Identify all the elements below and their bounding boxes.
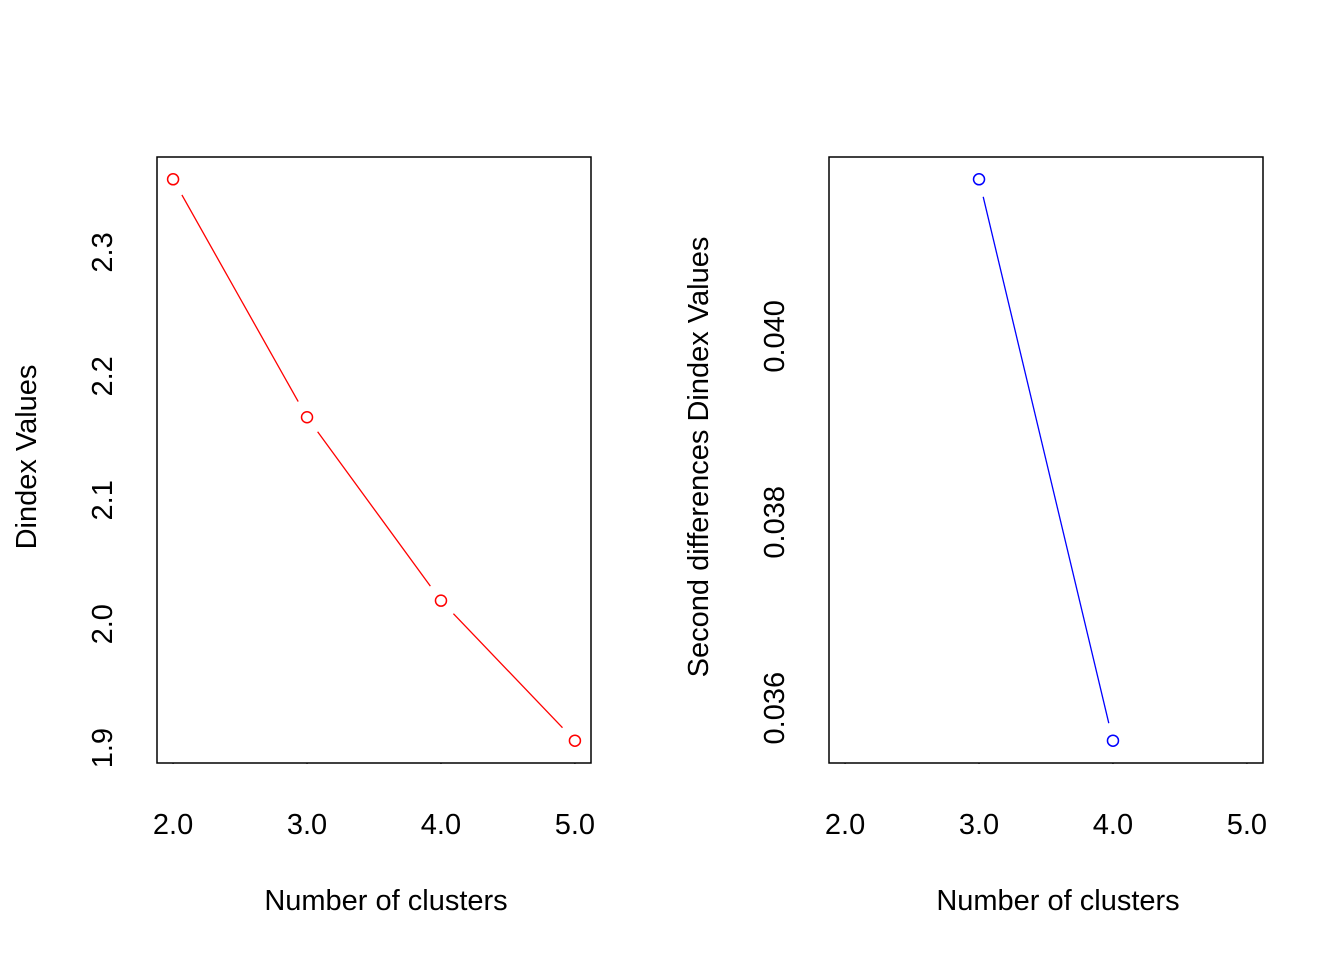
y-tick-label: 0.040 <box>759 300 791 373</box>
plot-frame <box>156 156 592 764</box>
y-tick-label: 0.036 <box>759 672 791 745</box>
data-point <box>166 173 180 186</box>
x-tick-label: 2.0 <box>153 809 193 841</box>
x-tick-label: 5.0 <box>1227 809 1267 841</box>
x-tick-label: 5.0 <box>555 809 595 841</box>
series-segment <box>982 196 1110 724</box>
panel-1: 2.0 3.0 4.0 5.0 1.9 2.0 2.1 2.2 2.3 Number of clu… <box>11 156 595 917</box>
x-tick-label: 4.0 <box>421 809 461 841</box>
data-point <box>1106 734 1120 747</box>
x-tick-label: 3.0 <box>959 809 999 841</box>
x-tick-label: 3.0 <box>287 809 327 841</box>
x-tick-label: 2.0 <box>825 809 865 841</box>
y-axis-label: Second differences Dindex Values <box>683 237 715 678</box>
series-segment <box>181 194 299 402</box>
y-tick-label: 1.9 <box>87 728 119 768</box>
y-tick-label: 2.0 <box>87 604 119 644</box>
series-segment <box>317 431 431 587</box>
y-tick-label: 0.038 <box>759 486 791 559</box>
data-point <box>300 410 314 424</box>
x-tick-label: 4.0 <box>1093 809 1133 841</box>
y-axis-label: Dindex Values <box>11 365 43 550</box>
data-point <box>972 173 986 186</box>
y-tick-label: 2.3 <box>87 232 119 272</box>
data-point <box>434 594 448 607</box>
y-tick-label: 2.1 <box>87 480 119 520</box>
series-segment <box>452 613 563 729</box>
y-tick-label: 2.2 <box>87 356 119 396</box>
x-axis-label: Number of clusters <box>264 885 507 917</box>
x-axis-label: Number of clusters <box>936 885 1179 917</box>
panel-2: 2.0 3.0 4.0 5.0 0.036 0.038 0.040 Number of clu… <box>683 156 1267 917</box>
data-point <box>568 734 582 747</box>
